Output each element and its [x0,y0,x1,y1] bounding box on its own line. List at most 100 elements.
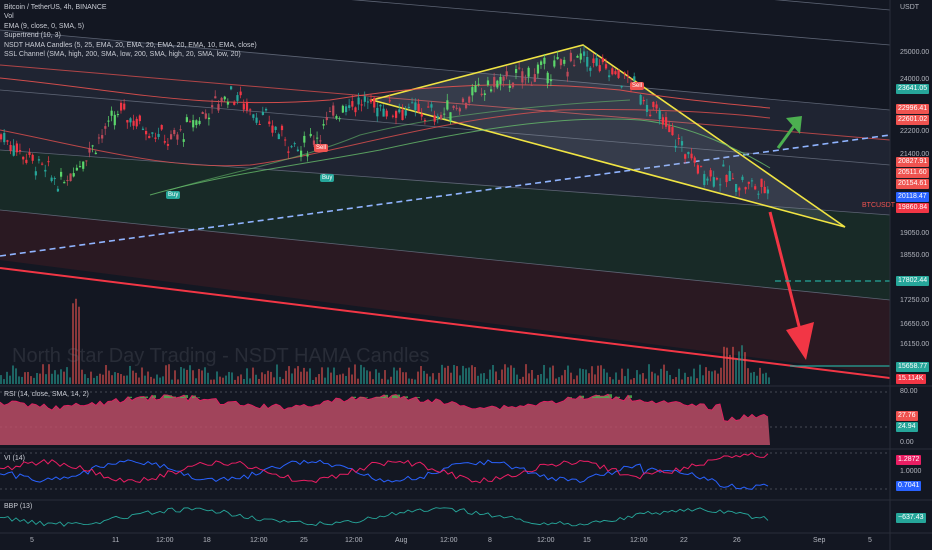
candle[interactable] [760,178,763,187]
candle[interactable] [757,193,760,195]
candle[interactable] [576,56,579,58]
candle[interactable] [60,171,63,177]
candle[interactable] [82,161,85,169]
candle[interactable] [338,118,341,120]
candle[interactable] [626,75,630,77]
candle[interactable] [706,178,709,181]
candle[interactable] [549,79,553,82]
candle[interactable] [261,111,265,115]
candle[interactable] [345,106,348,113]
candle[interactable] [452,105,455,109]
candle[interactable] [433,115,436,122]
candle[interactable] [53,178,56,180]
candle[interactable] [395,111,398,118]
candle[interactable] [120,102,123,111]
candle[interactable] [518,67,521,69]
candle[interactable] [449,112,452,122]
candle[interactable] [763,186,766,194]
candle[interactable] [135,118,138,127]
candle[interactable] [195,120,198,126]
candle[interactable] [34,171,37,176]
candle[interactable] [163,141,166,143]
candle[interactable] [138,115,141,122]
candle[interactable] [566,71,569,77]
candle[interactable] [556,57,559,60]
candle[interactable] [385,110,388,117]
candle[interactable] [319,140,322,142]
candle[interactable] [113,114,116,126]
bearish-forecast-arrow[interactable] [768,211,814,360]
rsi-legend[interactable]: RSI (14, close, SMA, 14, 2) [4,391,89,398]
candle[interactable] [684,154,687,159]
candle[interactable] [25,159,28,163]
candle[interactable] [709,170,712,177]
candle[interactable] [674,145,677,148]
candle[interactable] [31,154,34,161]
candle[interactable] [527,67,530,77]
candle[interactable] [188,121,192,123]
candle[interactable] [15,143,18,153]
candle[interactable] [3,132,6,143]
candle[interactable] [461,98,465,103]
candle[interactable] [420,113,423,117]
candle[interactable] [502,76,505,81]
candle[interactable] [9,144,12,151]
candle[interactable] [722,164,725,167]
candle[interactable] [703,174,706,185]
candle[interactable] [553,60,556,67]
candles-group[interactable] [0,45,770,200]
candle[interactable] [351,101,354,107]
candle[interactable] [373,97,376,108]
candle[interactable] [226,101,230,105]
candle[interactable] [379,104,382,107]
candle[interactable] [268,121,271,124]
candle[interactable] [300,150,303,157]
candle[interactable] [258,123,261,125]
candle[interactable] [573,64,576,66]
candle[interactable] [505,71,508,77]
candle[interactable] [559,59,563,66]
candle[interactable] [47,161,50,163]
candle[interactable] [56,188,60,192]
candle[interactable] [546,72,549,84]
candle[interactable] [474,85,477,93]
candle[interactable] [179,129,182,131]
candle[interactable] [151,132,154,134]
candle[interactable] [455,107,458,109]
candle[interactable] [296,149,300,152]
candle[interactable] [614,71,617,75]
candle[interactable] [671,127,674,136]
candle[interactable] [690,153,693,159]
candle[interactable] [423,120,427,122]
candle[interactable] [645,104,649,112]
candle[interactable] [101,135,104,139]
candle[interactable] [173,130,176,135]
candle[interactable] [741,176,744,180]
candle[interactable] [569,52,572,62]
candle[interactable] [427,106,430,108]
candle[interactable] [236,95,239,101]
candle[interactable] [366,101,370,103]
candle[interactable] [579,53,582,60]
candle[interactable] [443,113,446,115]
candle[interactable] [446,100,449,110]
candle[interactable] [290,146,293,148]
candle[interactable] [28,152,31,155]
candle[interactable] [700,165,703,167]
candle[interactable] [357,97,360,105]
candle[interactable] [490,89,493,92]
bullish-forecast-arrow[interactable] [776,116,802,149]
candle[interactable] [750,180,754,182]
candle[interactable] [639,94,642,105]
candle[interactable] [642,99,645,102]
candle[interactable] [601,57,604,63]
candle[interactable] [207,117,211,120]
candle[interactable] [88,147,91,153]
candle[interactable] [123,103,126,110]
candle[interactable] [0,134,3,140]
candle[interactable] [486,80,490,86]
candle[interactable] [382,108,385,117]
candle[interactable] [170,134,173,140]
candle[interactable] [166,144,170,146]
candle[interactable] [687,151,690,155]
